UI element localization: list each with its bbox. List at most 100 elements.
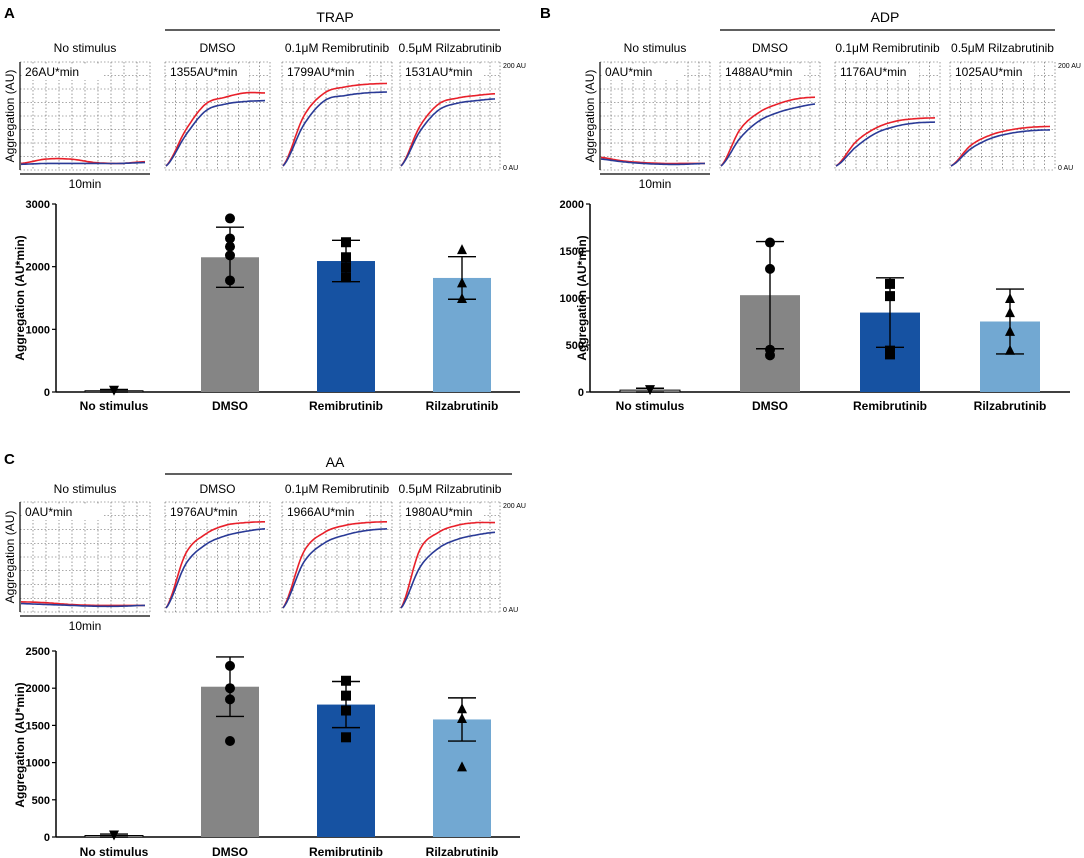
scale-bottom-label: 0 AU [503,607,518,614]
trace-y-axis-label: Aggregation (AU) [3,70,17,163]
trace-box: DMSO 1488AU*min [719,41,821,171]
data-point [645,385,655,396]
data-point [885,291,895,302]
category-label: No stimulus [80,399,149,413]
data-point [341,272,351,283]
trace-box: DMSO 1355AU*min [164,41,271,171]
category-label: Remibrutinib [309,399,383,413]
scale-bottom-label: 0 AU [1058,165,1073,172]
trace-red-line [282,82,388,167]
auc-label: 1980AU*min [405,505,472,519]
auc-label: 1966AU*min [287,505,354,519]
data-point [341,252,351,263]
auc-label: 1531AU*min [405,65,472,79]
category-label: No stimulus [616,399,685,413]
auc-label: 1799AU*min [287,65,354,79]
category-label: Rilzabrutinib [426,399,499,413]
trace-blue-line [282,91,388,167]
trace-red-line [950,125,1051,167]
trace-title: 0.5μM Rilzabrutinib [951,41,1054,55]
category-label: DMSO [212,845,248,858]
data-point [341,732,351,743]
auc-label-bg [722,64,804,80]
data-point [457,712,467,723]
panel-letter: C [4,451,15,468]
data-point [1005,293,1015,303]
y-tick-label: 0 [578,387,584,399]
auc-label-bg [402,64,484,80]
agonist-label: TRAP [316,9,353,25]
auc-label: 26AU*min [25,65,79,79]
y-tick-label: 500 [32,795,50,807]
y-tick-label: 1500 [26,720,50,732]
auc-label: 0AU*min [605,65,652,79]
trace-y-axis-label: Aggregation (AU) [583,70,597,163]
y-axis-title: Aggregation (AU*min) [575,235,589,360]
data-point [109,385,119,396]
trace-box: No stimulus 0AU*min [19,482,151,613]
data-point [225,250,235,261]
scale-bottom-label: 0 AU [503,165,518,172]
trace-box: No stimulus 0AU*min [599,41,711,171]
category-label: Rilzabrutinib [974,399,1047,413]
data-point [885,278,895,289]
auc-label: 0AU*min [25,505,72,519]
data-point [765,237,775,248]
data-point [225,694,235,705]
trace-red-line [720,96,816,167]
auc-label-bg [402,504,484,520]
data-point [1005,325,1015,336]
category-label: Remibrutinib [853,399,927,413]
trace-red-line [400,521,495,609]
auc-label: 1355AU*min [170,65,237,79]
trace-title: 0.5μM Rilzabrutinib [399,482,502,496]
panel-c: C AA Aggregation (AU) No stimulus 0AU*min DMS… [3,451,526,858]
time-scale-label: 10min [639,177,672,191]
bar-chart: 0 500 1000 1500 2000 2500 Aggregation (AU*min)… [13,646,520,858]
trace-red-line [165,521,265,609]
trace-red-line [835,117,936,167]
data-point [341,237,351,248]
data-point [457,244,467,255]
trace-blue-line [720,103,816,167]
y-tick-label: 2000 [26,683,50,695]
trace-title: 0.5μM Rilzabrutinib [399,41,502,55]
auc-label-bg [167,64,249,80]
data-point [225,660,235,671]
agonist-label: AA [326,454,345,470]
data-point [225,213,235,224]
trace-y-axis-label: Aggregation (AU) [3,511,17,604]
data-point [109,830,119,841]
trace-blue-line [20,161,145,166]
data-point [457,703,467,714]
trace-blue-line [282,528,388,609]
data-point [885,349,895,360]
y-tick-label: 0 [44,832,50,844]
trace-box: 0.5μM Rilzabrutinib 1980AU*min [399,482,502,613]
trace-blue-line [600,158,706,166]
bar-remibrutinib [317,261,375,392]
data-point [765,263,775,274]
trace-box: 0.5μM Rilzabrutinib 1531AU*min [399,41,502,171]
auc-label-bg [22,64,104,80]
y-tick-label: 2000 [26,262,50,274]
panel-letter: A [4,5,15,22]
auc-label: 1976AU*min [170,505,237,519]
auc-label-bg [952,64,1034,80]
trace-blue-line [400,98,496,167]
data-point [225,736,235,747]
trace-red-line [282,521,387,609]
category-label: No stimulus [80,845,149,858]
trace-title: 0.1μM Remibrutinib [285,482,390,496]
panel-a: A TRAP Aggregation (AU) No stimulus 26AU*min… [3,5,526,413]
data-point [341,675,351,686]
trace-blue-line [950,129,1050,167]
data-point [341,262,351,273]
auc-label: 1025AU*min [955,65,1022,79]
data-point [1005,307,1015,318]
trace-box: 0.1μM Remibrutinib 1176AU*min [834,41,941,171]
data-point [1005,344,1015,355]
y-tick-label: 1500 [560,246,584,258]
trace-blue-line [835,121,936,167]
y-tick-label: 2000 [560,199,584,211]
